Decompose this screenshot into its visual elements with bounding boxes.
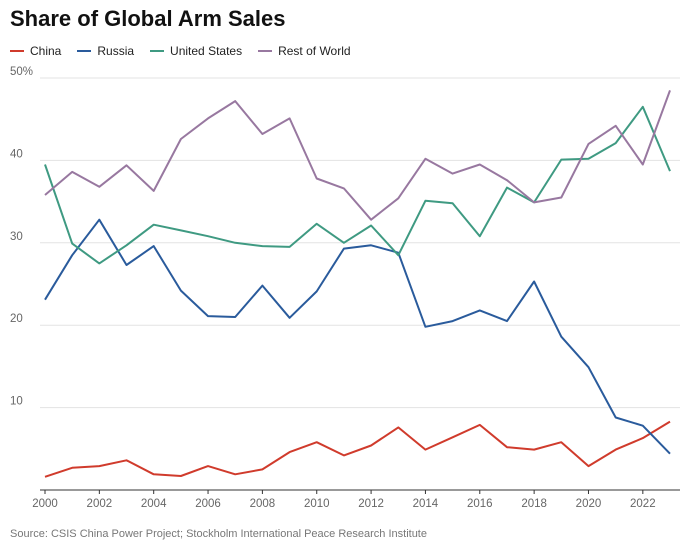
- x-tick-label: 2016: [467, 498, 493, 510]
- legend-label-united-states: United States: [170, 44, 243, 58]
- legend-item-rest-of-world: Rest of World: [258, 44, 351, 58]
- line-chart: 10 20 30 40 50% 2000 2002 2004 2006 2008 2010 2012…: [10, 66, 680, 510]
- legend-swatch-china: [10, 50, 24, 52]
- x-tick-label: 2004: [141, 498, 167, 510]
- x-tick-label: 2008: [250, 498, 276, 510]
- y-tick-label: 50%: [10, 66, 33, 78]
- y-tick-label: 20: [10, 313, 23, 325]
- legend-item-united-states: United States: [150, 44, 242, 58]
- x-tick-label: 2012: [358, 498, 384, 510]
- x-tick-label: 2020: [576, 498, 602, 510]
- x-tick-label: 2014: [413, 498, 439, 510]
- legend-item-china: China: [10, 44, 61, 58]
- x-tick-label: 2000: [32, 498, 58, 510]
- legend-swatch-russia: [77, 50, 92, 52]
- series-lines: [44, 90, 671, 478]
- x-axis-ticks: 2000 2002 2004 2006 2008 2010 2012 2014 2016 2018…: [32, 490, 656, 510]
- source-note: Source: CSIS China Power Project; Stockh…: [10, 528, 427, 540]
- x-tick-label: 2010: [304, 498, 330, 510]
- legend-label-china: China: [30, 44, 62, 58]
- gridlines: [40, 77, 680, 491]
- series-line-russia: [44, 218, 671, 455]
- y-tick-label: 10: [10, 396, 23, 408]
- y-tick-label: 40: [10, 148, 23, 160]
- y-axis-ticks: 10 20 30 40 50%: [10, 66, 33, 408]
- series-line-united-states: [44, 105, 671, 265]
- legend-item-russia: Russia: [77, 44, 134, 58]
- x-tick-label: 2018: [521, 498, 547, 510]
- series-line-china: [44, 420, 671, 478]
- legend: China Russia United States Rest of World: [10, 44, 367, 58]
- y-tick-label: 30: [10, 231, 23, 243]
- x-tick-label: 2002: [87, 498, 113, 510]
- legend-swatch-rest-of-world: [258, 50, 273, 52]
- series-line-rest-of-world: [44, 90, 671, 221]
- x-tick-label: 2006: [195, 498, 221, 510]
- legend-label-rest-of-world: Rest of World: [278, 44, 351, 58]
- legend-label-russia: Russia: [97, 44, 135, 58]
- x-tick-label: 2022: [630, 498, 656, 510]
- chart-title: Share of Global Arm Sales: [10, 6, 286, 31]
- legend-swatch-united-states: [150, 50, 165, 52]
